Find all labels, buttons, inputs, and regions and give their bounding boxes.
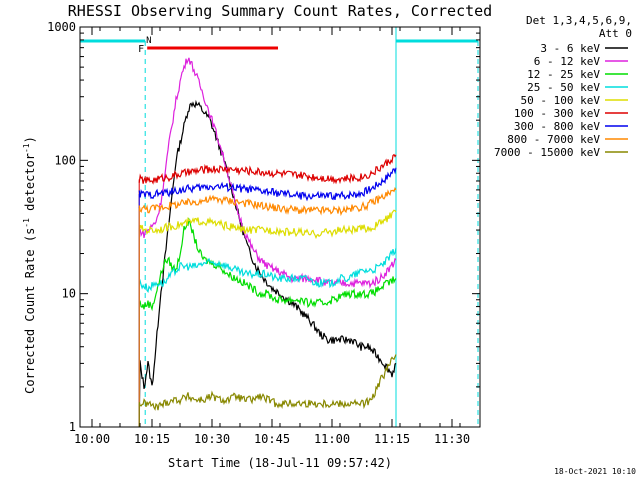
- series-line-6: [138, 167, 397, 202]
- legend-header-line1: Det 1,3,4,5,6,9,: [526, 14, 632, 27]
- x-tick-label-1: 10:15: [134, 432, 170, 446]
- x-tick-label-6: 11:30: [434, 432, 470, 446]
- legend-label-8: 7000 - 15000 keV: [494, 146, 600, 159]
- y-tick-label-1: 10: [62, 287, 76, 301]
- series-line-5: [138, 153, 397, 185]
- y-axis-label: Corrected Count Rate (s-1 detector-1): [22, 136, 37, 394]
- series-line-2: [138, 217, 397, 312]
- legend-label-4: 50 - 100 keV: [521, 94, 601, 107]
- series-line-4: [138, 209, 397, 240]
- y-axis-label-end: ): [23, 136, 37, 143]
- legend-header-line2: Att 0: [599, 27, 632, 40]
- x-tick-label-3: 10:45: [254, 432, 290, 446]
- y-tick-label-2: 100: [54, 153, 76, 167]
- chart-title: RHESSI Observing Summary Count Rates, Co…: [68, 2, 492, 20]
- y-axis-label-mid: detector: [23, 153, 37, 218]
- legend-label-7: 800 - 7000 keV: [507, 133, 600, 146]
- x-tick-label-0: 10:00: [74, 432, 110, 446]
- legend-label-6: 300 - 800 keV: [514, 120, 600, 133]
- footer-date: 18-Oct-2021 10:10: [554, 467, 636, 476]
- x-tick-label-4: 11:00: [314, 432, 350, 446]
- legend-label-3: 25 - 50 keV: [527, 81, 600, 94]
- series-line-7: [138, 187, 397, 217]
- series-line-1: [139, 57, 397, 289]
- series-line-8: [138, 354, 397, 411]
- plot-area: FN: [79, 27, 479, 427]
- y-tick-label-0: 1: [69, 420, 76, 434]
- legend-label-5: 100 - 300 keV: [514, 107, 600, 120]
- x-axis-label: Start Time (18-Jul-11 09:57:42): [168, 456, 392, 470]
- night-flag-label: N: [146, 36, 151, 46]
- axis-ticks: 10:00 10:15 10:30 10:45 11:00 11:15 11:30 1 10 10…: [47, 20, 481, 446]
- legend-label-0: 3 - 6 keV: [540, 42, 600, 55]
- x-tick-label-2: 10:30: [194, 432, 230, 446]
- legend-label-1: 6 - 12 keV: [534, 55, 601, 68]
- y-tick-label-3: 1000: [47, 20, 76, 34]
- x-tick-label-5: 11:15: [374, 432, 410, 446]
- y-axis-label-main: Corrected Count Rate (s: [23, 228, 37, 394]
- y-axis-label-sup1: -1: [22, 218, 31, 228]
- svg-text:Corrected Count Rate (s-1 dete: Corrected Count Rate (s-1 detector-1): [22, 136, 37, 394]
- y-axis-label-sup2: -1: [22, 143, 31, 153]
- flare-flag-label: F: [138, 44, 144, 55]
- series-line-3: [138, 247, 397, 293]
- legend-label-2: 12 - 25 keV: [527, 68, 600, 81]
- series-line-0: [138, 99, 397, 426]
